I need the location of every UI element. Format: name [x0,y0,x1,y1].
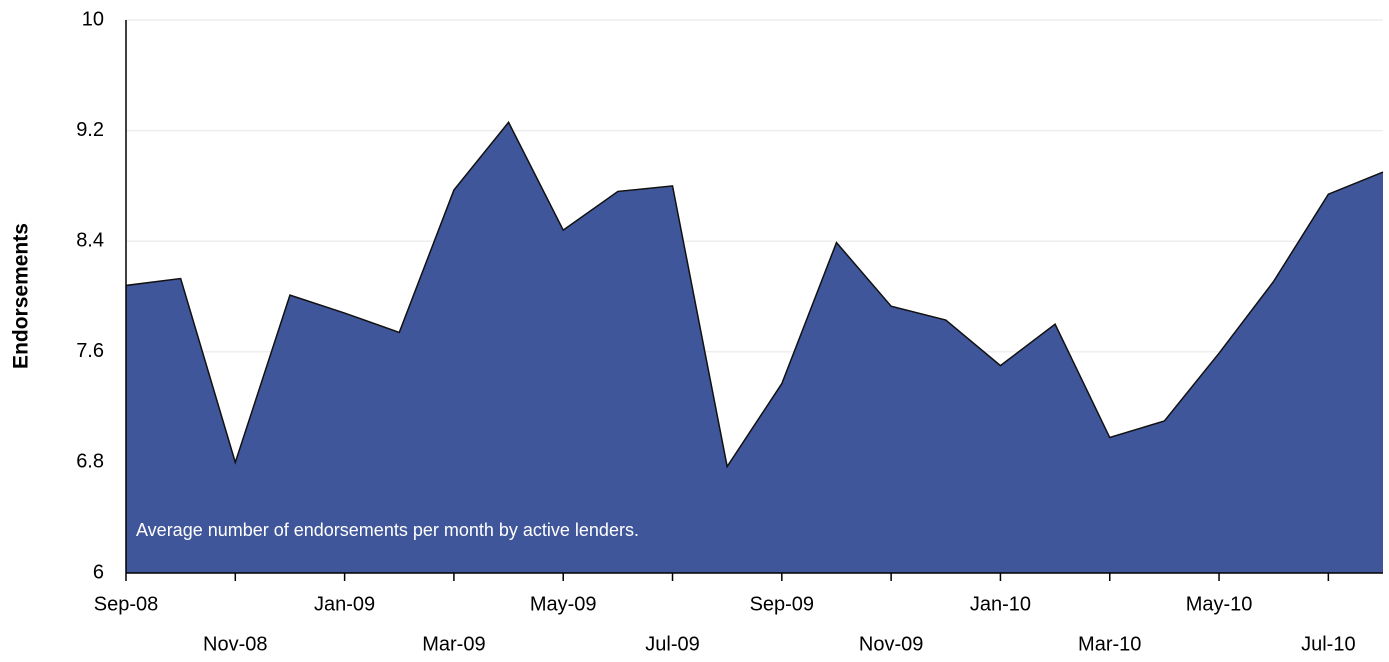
x-tick-label: Sep-09 [750,593,815,615]
x-tick-label: Nov-08 [203,633,267,655]
y-tick-label: 9.2 [76,119,104,141]
x-tick-label: May-10 [1186,593,1253,615]
x-tick-label: Nov-09 [859,633,923,655]
x-tick-label: Jul-09 [645,633,699,655]
y-tick-label: 6 [93,561,104,583]
annotation: Average number of endorsements per month… [136,520,639,540]
x-tick-label: Sep-08 [94,593,159,615]
area [126,122,1383,574]
x-tick-label: May-09 [530,593,597,615]
x-tick-label: Mar-10 [1078,633,1141,655]
y-axis-label: Endorsements [10,223,33,369]
y-tick-label: 8.4 [76,229,104,251]
x-tick-label: Jul-10 [1301,633,1355,655]
area-line [125,120,1384,469]
x-tick-label: Jan-09 [314,593,375,615]
x-tick-label: Mar-09 [422,633,485,655]
y-tick-label: 10 [82,8,104,30]
y-tick-label: 6.8 [76,451,104,473]
y-tick-label: 7.6 [76,340,104,362]
x-tick-label: Jan-10 [970,593,1031,615]
